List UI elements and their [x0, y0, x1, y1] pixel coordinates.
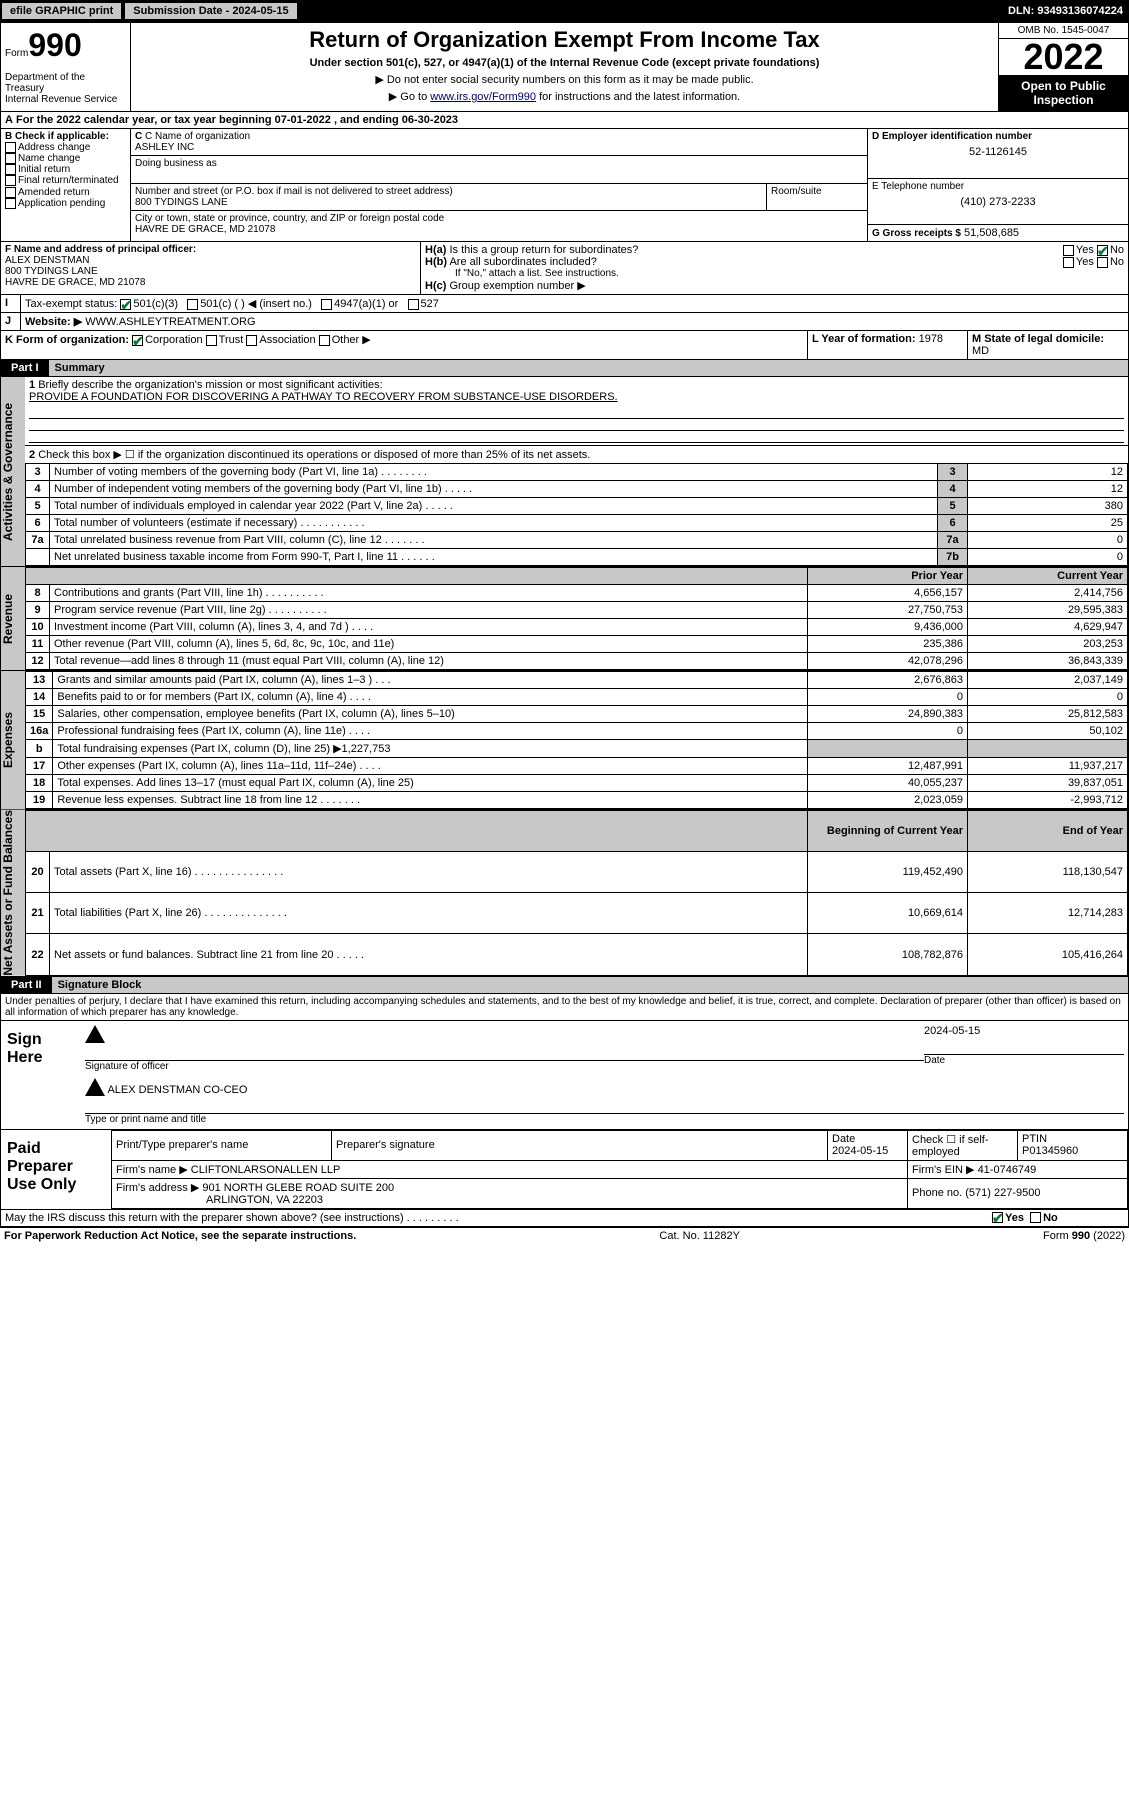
officer-sig-name: ALEX DENSTMAN CO-CEO: [107, 1084, 247, 1096]
dln-label: DLN: 93493136074224: [1008, 5, 1129, 17]
year-formation: 1978: [919, 333, 943, 345]
discuss-yesno[interactable]: Yes No: [988, 1210, 1128, 1226]
signature-arrow-icon: [85, 1025, 105, 1043]
dept-label: Department of the Treasury Internal Reve…: [5, 72, 126, 105]
line-a: A For the 2022 calendar year, or tax yea…: [0, 112, 1129, 129]
chk-name[interactable]: Name change: [5, 153, 126, 164]
section-netassets: Net Assets or Fund Balances: [1, 810, 25, 976]
firm-addr1: 901 NORTH GLEBE ROAD SUITE 200: [202, 1182, 394, 1194]
state-domicile: MD: [972, 345, 989, 357]
officer-name: ALEX DENSTMAN: [5, 255, 416, 266]
chk-other[interactable]: Other ▶: [319, 334, 371, 346]
firm-phone: (571) 227-9500: [965, 1187, 1040, 1199]
sign-here-block: Sign Here Signature of officer 2024-05-1…: [0, 1021, 1129, 1130]
mission-text: PROVIDE A FOUNDATION FOR DISCOVERING A P…: [29, 391, 618, 403]
netassets-table: Beginning of Current YearEnd of Year 20T…: [25, 810, 1128, 976]
irs-link[interactable]: www.irs.gov/Form990: [430, 91, 536, 103]
instructions-link-line: ▶ Go to www.irs.gov/Form990 for instruct…: [135, 90, 994, 103]
ein: 52-1126145: [872, 146, 1124, 158]
org-name: ASHLEY INC: [135, 142, 863, 153]
form-title: Return of Organization Exempt From Incom…: [135, 27, 994, 53]
website: WWW.ASHLEYTREATMENT.ORG: [85, 316, 255, 328]
submission-date: Submission Date - 2024-05-15: [125, 3, 296, 19]
firm-ein: 41-0746749: [978, 1164, 1037, 1176]
officer-addr1: 800 TYDINGS LANE: [5, 266, 416, 277]
chk-initial[interactable]: Initial return: [5, 164, 126, 175]
chk-501c[interactable]: 501(c) ( ) ◀ (insert no.): [187, 298, 312, 310]
section-governance: Activities & Governance: [1, 377, 25, 566]
form-subtitle: Under section 501(c), 527, or 4947(a)(1)…: [135, 57, 994, 69]
expenses-table: 13Grants and similar amounts paid (Part …: [25, 671, 1128, 809]
chk-amended[interactable]: Amended return: [5, 187, 126, 198]
row-klm: K Form of organization: Corporation Trus…: [0, 331, 1129, 360]
firm-addr2: ARLINGTON, VA 22203: [116, 1194, 323, 1206]
city-state-zip: HAVRE DE GRACE, MD 21078: [135, 224, 863, 235]
paid-preparer-block: Paid Preparer Use Only Print/Type prepar…: [0, 1130, 1129, 1210]
ssn-note: ▶ Do not enter social security numbers o…: [135, 73, 994, 86]
officer-addr2: HAVRE DE GRACE, MD 21078: [5, 277, 416, 288]
form-header: Form990 Department of the Treasury Inter…: [0, 22, 1129, 112]
page-footer: For Paperwork Reduction Act Notice, see …: [0, 1227, 1129, 1244]
part2-header: Part II Signature Block: [0, 977, 1129, 994]
firm-name: CLIFTONLARSONALLEN LLP: [191, 1164, 341, 1176]
chk-pending[interactable]: Application pending: [5, 198, 126, 209]
chk-trust[interactable]: Trust: [206, 334, 244, 346]
bcd-block: B Check if applicable: Address change Na…: [0, 129, 1129, 242]
chk-corp[interactable]: Corporation: [132, 334, 202, 346]
prep-date: 2024-05-15: [832, 1145, 888, 1157]
street-address: 800 TYDINGS LANE: [135, 197, 762, 208]
chk-501c3[interactable]: 501(c)(3): [120, 298, 178, 310]
hb-yesno[interactable]: Yes No: [1063, 256, 1124, 268]
chk-4947[interactable]: 4947(a)(1) or: [321, 298, 398, 310]
section-expenses: Expenses: [1, 671, 25, 809]
row-i: I Tax-exempt status: 501(c)(3) 501(c) ( …: [0, 295, 1129, 313]
chk-assoc[interactable]: Association: [246, 334, 315, 346]
gross-receipts: 51,508,685: [964, 227, 1019, 239]
ha-yesno[interactable]: Yes No: [1063, 244, 1124, 256]
sig-date: 2024-05-15: [924, 1025, 1124, 1037]
fh-block: F Name and address of principal officer:…: [0, 242, 1129, 295]
phone: (410) 273-2233: [872, 196, 1124, 208]
form-number: Form990: [5, 27, 126, 64]
efile-button[interactable]: efile GRAPHIC print: [2, 3, 121, 19]
row-j: J Website: ▶ WWW.ASHLEYTREATMENT.ORG: [0, 313, 1129, 331]
chk-address[interactable]: Address change: [5, 142, 126, 153]
signature-declaration: Under penalties of perjury, I declare th…: [1, 994, 1128, 1020]
chk-527[interactable]: 527: [408, 298, 439, 310]
ptin: P01345960: [1022, 1145, 1078, 1157]
discuss-row: May the IRS discuss this return with the…: [0, 1210, 1129, 1227]
governance-table: 3Number of voting members of the governi…: [25, 463, 1128, 566]
open-public: Open to Public Inspection: [999, 75, 1128, 111]
chk-final[interactable]: Final return/terminated: [5, 175, 126, 186]
part1-header: Part I Summary: [0, 360, 1129, 377]
revenue-table: Prior YearCurrent Year 8Contributions an…: [25, 567, 1128, 670]
signature-arrow-icon: [85, 1078, 105, 1096]
tax-year: 2022: [999, 39, 1128, 75]
top-bar: efile GRAPHIC print Submission Date - 20…: [0, 0, 1129, 22]
section-revenue: Revenue: [1, 567, 25, 670]
